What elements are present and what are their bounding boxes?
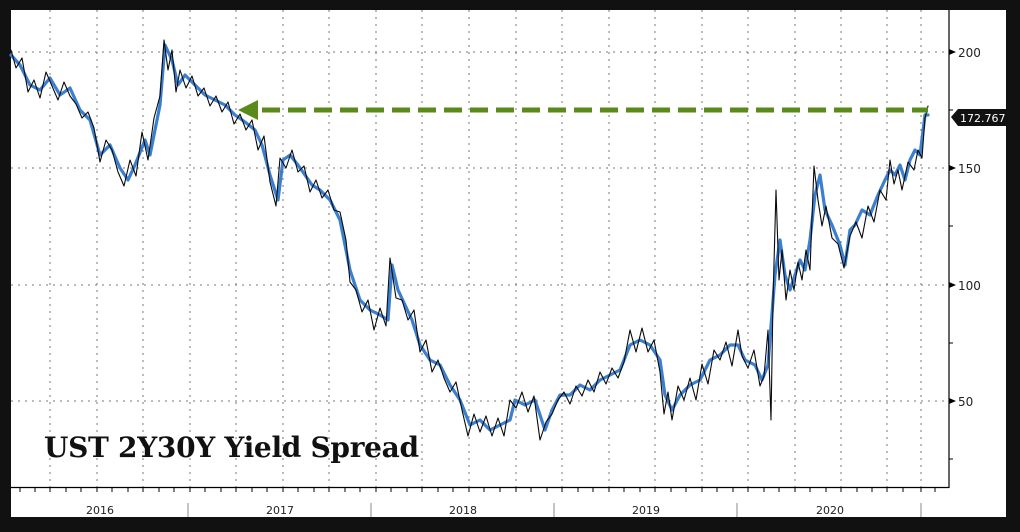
- y-tick-label-200: 200: [958, 46, 981, 60]
- arrow-head-icon: [238, 100, 258, 120]
- x-year-label-2019: 2019: [632, 504, 660, 517]
- horizontal-grid: [11, 51, 948, 402]
- spread-series: [9, 39, 930, 441]
- x-year-label-2018: 2018: [449, 504, 477, 517]
- last-value-tag: 172.767: [951, 109, 1006, 126]
- y-tick-label-150: 150: [958, 162, 981, 176]
- y-tick-label-50: 50: [958, 395, 973, 409]
- y-major-ticks: [949, 49, 956, 404]
- x-year-label-2020: 2020: [816, 504, 844, 517]
- year-separators: [187, 503, 922, 517]
- y-minor-ticks: [949, 109, 953, 460]
- y-tick-label-100: 100: [958, 279, 981, 293]
- chart-background: [11, 10, 1006, 517]
- x-year-label-2017: 2017: [266, 504, 294, 517]
- chart-title: UST 2Y30Y Yield Spread: [44, 431, 419, 464]
- x-year-label-2016: 2016: [86, 504, 114, 517]
- last-value-label: 172.767: [960, 112, 1006, 125]
- annotation-arrow: [238, 100, 928, 120]
- x-minor-ticks: [19, 488, 936, 492]
